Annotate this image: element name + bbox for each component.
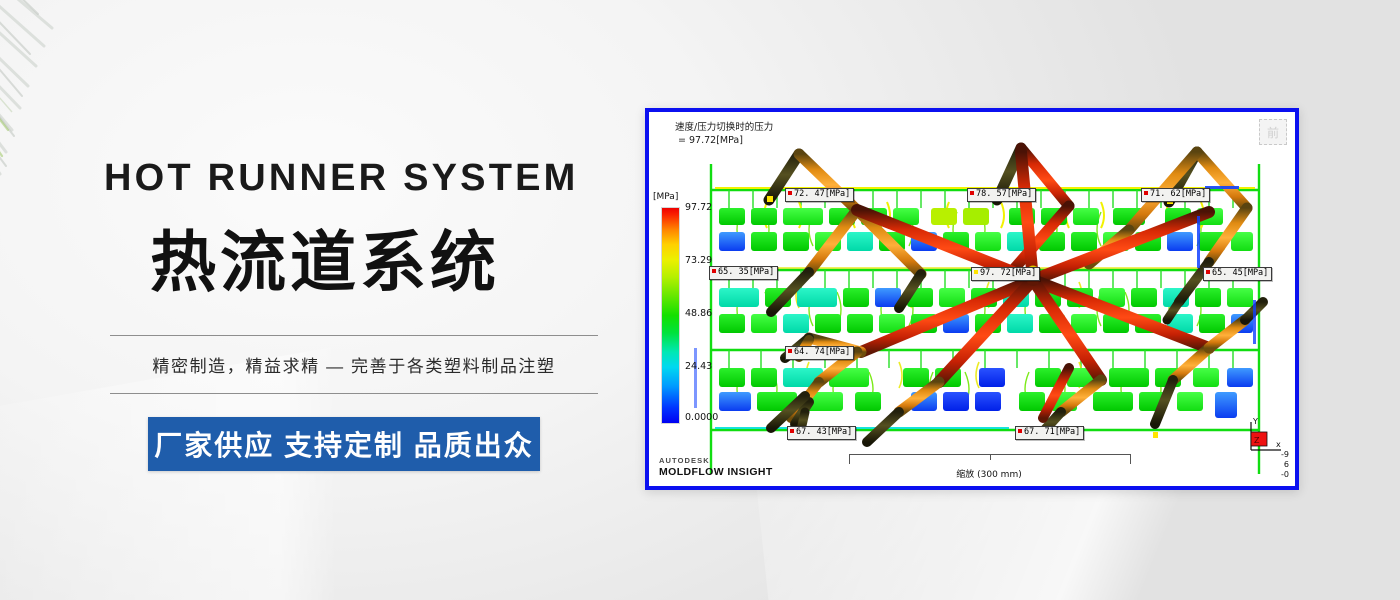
autodesk-wordmark: AUTODESK [659,456,710,466]
svg-text:Z: Z [1254,436,1260,445]
pressure-colorbar [661,207,680,424]
callout-marker-icon [970,191,974,195]
moldflow-simulation-panel[interactable]: 速度/压力切换时的压力 = 97.72[MPa] [MPa] 97.72 73.… [645,108,1299,490]
callout-value: 67. 43[MPa] [796,427,853,437]
callout-marker-icon [788,191,792,195]
pressure-callout[interactable]: 71. 62[MPa] [1141,188,1211,202]
colorbar-tick-1: 73.29 [685,255,713,266]
colorbar-tick-0: 97.72 [685,202,713,213]
scale-label: 缩放 (300 mm) [956,470,1022,480]
callout-value: 65. 35[MPa] [718,267,775,277]
axis-triad-icon: Z Y x [1250,417,1281,451]
scale-bar-tick [990,455,991,460]
cta-button[interactable]: 厂家供应 支持定制 品质出众 [148,417,540,471]
pressure-callout[interactable]: 72. 47[MPa] [785,188,855,202]
callout-marker-icon [1206,270,1210,274]
axis-value-1: 6 [1283,460,1289,469]
plot-title: 速度/压力切换时的压力 = 97.72[MPa] [675,122,774,146]
callout-value: 71. 62[MPa] [1150,189,1207,199]
pressure-callout[interactable]: 67. 43[MPa] [787,426,857,440]
callout-value: 67. 71[MPa] [1024,427,1081,437]
chinese-title: 热流道系统 [150,225,500,299]
pressure-callout[interactable]: 64. 74[MPa] [785,346,855,360]
slogan-text: 精密制造，精益求精 — 完善于各类塑料制品注塑 [152,357,556,376]
callout-marker-icon [788,349,792,353]
callout-marker-icon [1144,191,1148,195]
svg-text:x: x [1276,440,1281,449]
hero-text-block: HOT RUNNER SYSTEM 热流道系统 精密制造，精益求精 — 完善于各… [0,0,640,600]
callout-marker-icon [974,270,978,274]
divider-bottom [110,393,598,394]
callout-value: 97. 72[MPa] [980,268,1037,278]
pressure-callout[interactable]: 78. 57[MPa] [967,188,1037,202]
front-view-button[interactable]: 前 [1259,119,1287,145]
callout-marker-icon [1018,429,1022,433]
callout-marker-icon [790,429,794,433]
scale-bar [849,454,1131,464]
pressure-result-plot [694,142,1268,474]
english-title: HOT RUNNER SYSTEM [104,157,579,199]
moldflow-wordmark: MOLDFLOW INSIGHT [659,465,773,478]
pressure-callout[interactable]: 65. 35[MPa] [709,266,779,280]
colorbar-tick-2: 48.86 [685,308,713,319]
callout-marker-icon [712,269,716,273]
pressure-callout[interactable]: 65. 45[MPa] [1203,267,1273,281]
autodesk-branding: AUTODESK MOLDFLOW INSIGHT [659,457,773,478]
colorbar-tick-3: 24.43 [685,361,713,372]
pressure-callout-max[interactable]: 97. 72[MPa] [971,267,1041,281]
axis-value-0: -9 [1281,450,1289,459]
axis-values: -9 6 -0 [1281,450,1289,480]
callout-value: 72. 47[MPa] [794,189,851,199]
colorbar-unit-label: [MPa] [653,192,679,202]
axis-value-2: -0 [1281,470,1289,479]
simulation-viewport: 速度/压力切换时的压力 = 97.72[MPa] [MPa] 97.72 73.… [649,112,1295,486]
svg-text:Y: Y [1252,417,1258,426]
callout-value: 78. 57[MPa] [976,189,1033,199]
callout-value: 64. 74[MPa] [794,347,851,357]
pressure-callout[interactable]: 67. 71[MPa] [1015,426,1085,440]
colorbar-tick-4: 0.0000 [685,412,719,423]
callout-value: 65. 45[MPa] [1212,268,1269,278]
divider-top [110,335,598,336]
